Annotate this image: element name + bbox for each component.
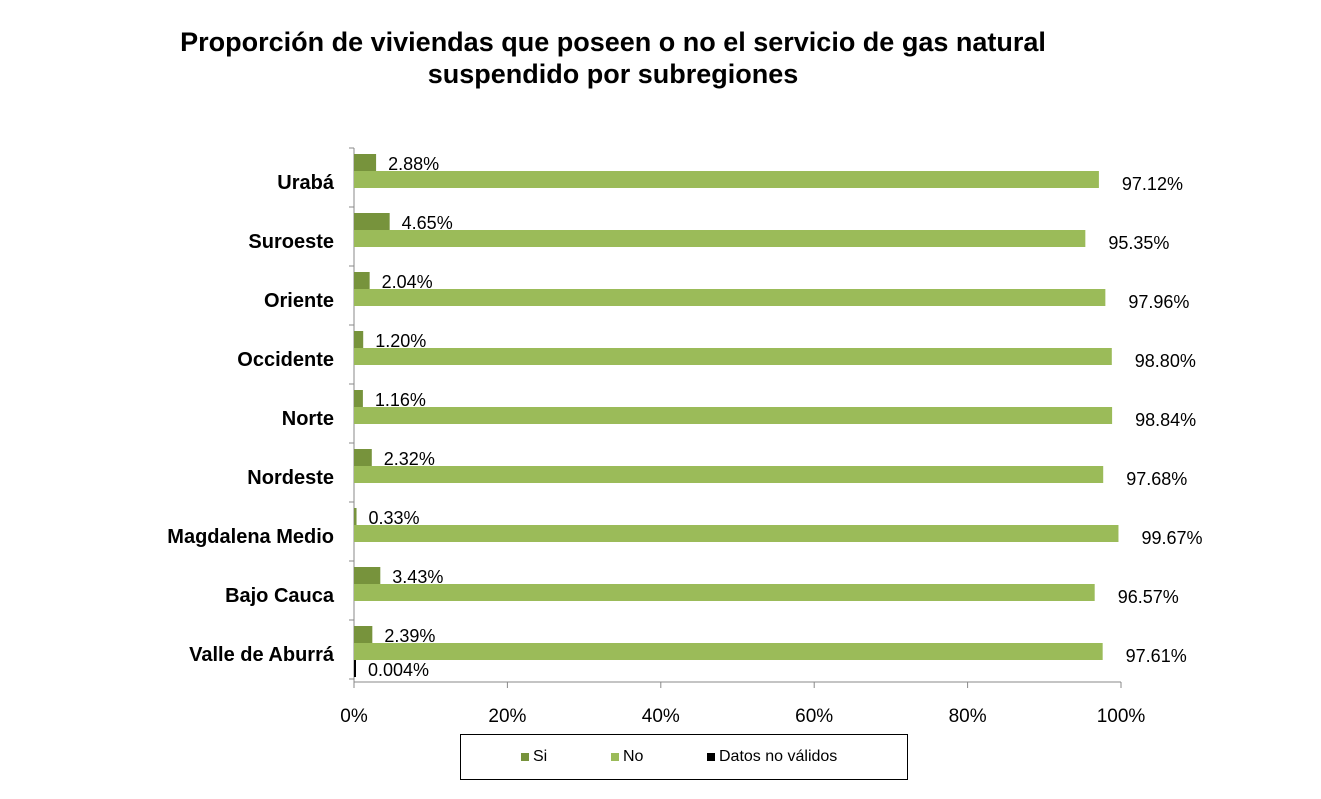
legend-swatch-no <box>611 753 619 761</box>
data-label: 96.57% <box>1118 587 1179 607</box>
bar-si <box>354 154 377 171</box>
data-label: 0.33% <box>369 508 420 528</box>
x-tick-label: 40% <box>642 706 680 727</box>
category-label: Occidente <box>237 349 334 371</box>
chart-title: Proporción de viviendas que poseen o no … <box>0 26 1226 90</box>
bar-si <box>354 272 370 289</box>
data-label: 95.35% <box>1108 233 1169 253</box>
legend-item-datos-no-validos: Datos no válidos <box>707 748 837 766</box>
legend-label-si: Si <box>533 748 548 765</box>
data-label: 1.16% <box>375 390 426 410</box>
legend-item-no: No <box>611 748 643 766</box>
legend-item-si: Si <box>521 748 547 766</box>
category-label: Bajo Cauca <box>225 585 335 607</box>
bar-no <box>354 525 1119 542</box>
data-label: 97.12% <box>1122 174 1183 194</box>
bar-no <box>354 289 1106 306</box>
bar-no <box>354 407 1113 424</box>
bar-si <box>354 213 390 230</box>
bar-si <box>354 508 357 525</box>
chart-title-line-2: suspendido por subregiones <box>427 59 799 89</box>
x-tick-label: 60% <box>795 706 833 727</box>
legend-swatch-datos-no-validos <box>707 753 715 761</box>
data-label: 1.20% <box>375 331 426 351</box>
chart-title-line-1: Proporción de viviendas que poseen o no … <box>180 27 1046 57</box>
x-tick-label: 80% <box>949 706 987 727</box>
data-label: 3.43% <box>392 567 443 587</box>
category-label: Valle de Aburrá <box>189 644 335 666</box>
bar-si <box>354 449 372 466</box>
data-label: 97.96% <box>1128 292 1189 312</box>
category-label: Magdalena Medio <box>167 526 334 548</box>
category-label: Nordeste <box>247 467 334 489</box>
data-label: 2.32% <box>384 449 435 469</box>
data-label: 97.61% <box>1126 646 1187 666</box>
legend-swatch-si <box>521 753 529 761</box>
bar-no <box>354 584 1095 601</box>
bar-si <box>354 567 381 584</box>
data-label: 4.65% <box>402 213 453 233</box>
category-label: Oriente <box>264 290 334 312</box>
bar-no <box>354 171 1099 188</box>
legend-label-no: No <box>623 748 644 765</box>
data-label: 98.84% <box>1135 410 1196 430</box>
category-label: Norte <box>282 408 334 430</box>
data-label: 99.67% <box>1141 528 1202 548</box>
x-tick-label: 0% <box>340 706 368 727</box>
category-label: Urabá <box>277 172 335 194</box>
category-label: Suroeste <box>248 231 334 253</box>
bar-si <box>354 626 373 643</box>
data-label: 2.39% <box>384 626 435 646</box>
x-tick-label: 20% <box>488 706 526 727</box>
chart-legend: Si No Datos no válidos <box>460 734 908 780</box>
bar-no <box>354 466 1104 483</box>
bar-no <box>354 230 1086 247</box>
data-label: 2.04% <box>382 272 433 292</box>
bar-datos-no-válidos <box>354 660 356 677</box>
data-label: 0.004% <box>368 660 429 680</box>
data-label: 98.80% <box>1135 351 1196 371</box>
bar-si <box>354 390 363 407</box>
bar-si <box>354 331 364 348</box>
bar-no <box>354 348 1112 365</box>
bar-no <box>354 643 1103 660</box>
legend-label-datos-no-validos: Datos no válidos <box>719 748 838 765</box>
data-label: 97.68% <box>1126 469 1187 489</box>
data-label: 2.88% <box>388 154 439 174</box>
x-tick-label: 100% <box>1097 706 1146 727</box>
